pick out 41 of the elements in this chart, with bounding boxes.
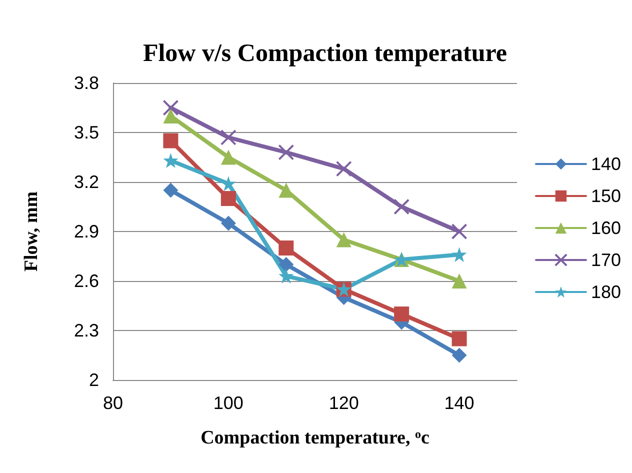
y-tick-label: 2.9 xyxy=(74,222,99,242)
y-tick-label: 3.8 xyxy=(74,73,99,93)
legend-label: 160 xyxy=(590,218,622,238)
y-tick-label: 3.2 xyxy=(74,172,99,192)
point xyxy=(278,257,294,272)
point xyxy=(452,331,467,346)
point xyxy=(220,216,236,231)
point xyxy=(163,182,178,198)
point xyxy=(278,268,294,284)
point xyxy=(452,247,467,262)
point xyxy=(394,198,410,215)
point xyxy=(452,274,467,288)
y-tick-label: 2 xyxy=(88,370,99,390)
point xyxy=(278,144,294,160)
legend-label: 180 xyxy=(590,282,622,302)
x-tick-label: 100 xyxy=(213,393,244,413)
point xyxy=(336,232,352,248)
chart-title: Flow v/s Compaction temperature xyxy=(142,40,508,67)
point xyxy=(163,133,178,148)
point xyxy=(452,348,467,363)
legend-label: 170 xyxy=(590,250,622,270)
point xyxy=(163,153,178,168)
point xyxy=(220,150,236,165)
y-tick-label: 3.5 xyxy=(74,122,99,142)
y-tick-label: 2.3 xyxy=(74,320,99,340)
point xyxy=(394,306,410,322)
point xyxy=(163,108,178,124)
legend-label: 150 xyxy=(590,186,622,206)
point xyxy=(278,240,294,256)
y-tick-label: 2.6 xyxy=(74,271,99,291)
point xyxy=(220,129,236,146)
point xyxy=(162,100,179,116)
point xyxy=(278,182,294,198)
x-tick-label: 140 xyxy=(444,393,474,413)
point xyxy=(220,191,236,206)
y-axis-title: Flow, mm xyxy=(21,191,42,272)
x-tick-label: 120 xyxy=(328,393,359,413)
legend-label: 140 xyxy=(590,154,622,174)
x-tick-label: 80 xyxy=(102,393,124,413)
point xyxy=(336,160,352,177)
point xyxy=(451,224,468,240)
